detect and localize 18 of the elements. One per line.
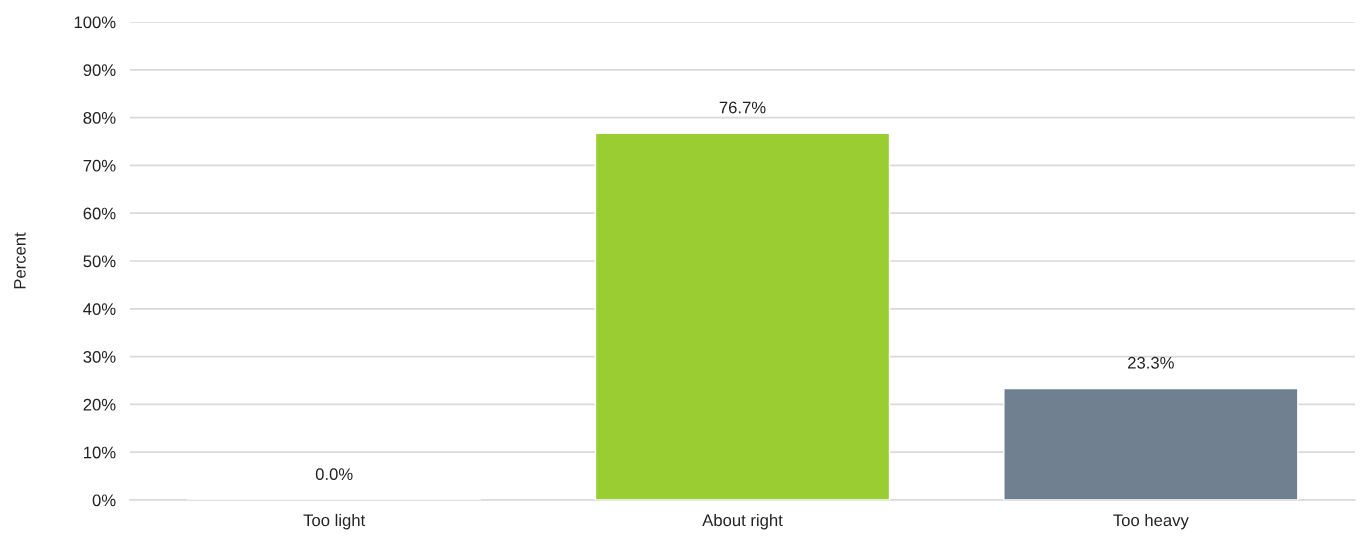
y-tick-label: 0% xyxy=(92,494,116,507)
data-label: 76.7% xyxy=(719,101,766,114)
y-tick-label: 60% xyxy=(83,207,116,220)
y-tick-label: 70% xyxy=(83,159,116,172)
data-label: 0.0% xyxy=(315,468,353,481)
x-tick-label: About right xyxy=(702,513,783,530)
x-tick-label: Too heavy xyxy=(1113,513,1189,530)
y-tick-label: 100% xyxy=(74,16,116,29)
y-tick-label: 50% xyxy=(83,255,116,268)
y-tick-label: 20% xyxy=(83,398,116,411)
data-label: 23.3% xyxy=(1128,356,1174,369)
x-tick-label: Too light xyxy=(303,513,366,530)
y-tick-label: 40% xyxy=(83,303,116,315)
y-tick-label: 30% xyxy=(83,351,116,363)
y-axis-title: Percent xyxy=(14,232,26,289)
y-tick-label: 10% xyxy=(84,446,116,459)
y-tick-label: 90% xyxy=(83,64,116,76)
y-tick-label: 80% xyxy=(83,112,116,124)
